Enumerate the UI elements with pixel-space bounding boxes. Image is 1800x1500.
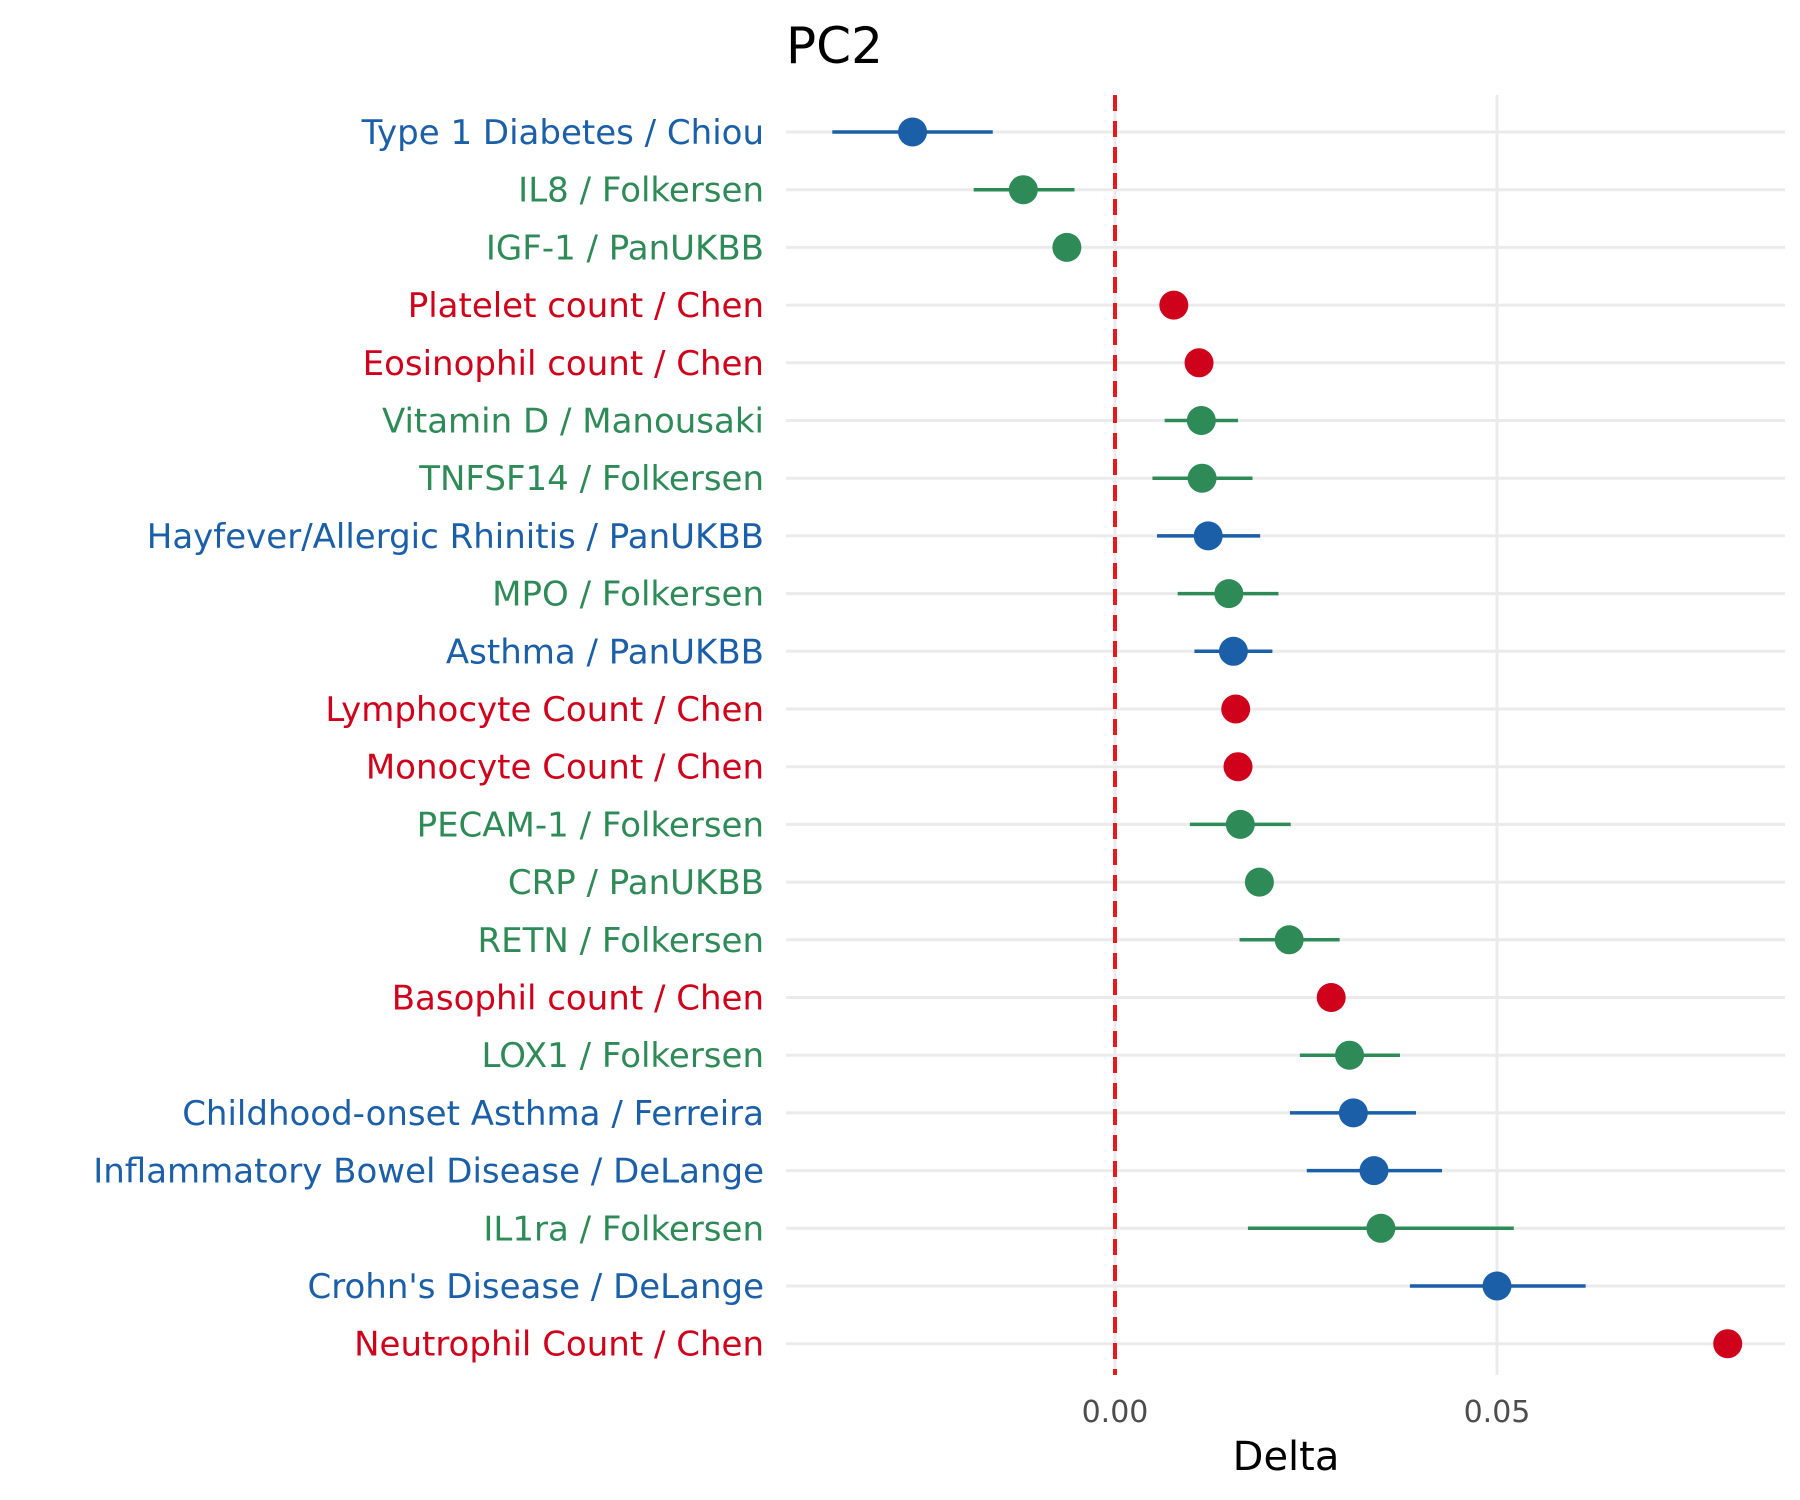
- data-point: [1225, 809, 1255, 839]
- y-axis-labels: Type 1 Diabetes / Chiou IL8 / Folkersen IG…: [93, 113, 764, 1365]
- data-point: [1366, 1213, 1396, 1243]
- y-axis-label: Vitamin D / Manousaki: [382, 402, 764, 442]
- y-axis-label: Asthma / PanUKBB: [446, 632, 764, 672]
- chart-title: PC2: [786, 17, 883, 75]
- y-axis-label: Monocyte Count / Chen: [366, 748, 764, 788]
- data-point: [1159, 290, 1189, 320]
- y-axis-label: Type 1 Diabetes / Chiou: [361, 113, 764, 153]
- data-point: [1186, 406, 1216, 435]
- y-axis-label: PECAM-1 / Folkersen: [417, 805, 764, 845]
- y-axis-label: Basophil count / Chen: [392, 979, 764, 1019]
- data-point: [1184, 348, 1214, 378]
- data-point: [1359, 1156, 1389, 1186]
- y-axis-label: Childhood-onset Asthma / Ferreira: [182, 1094, 764, 1134]
- data-point: [1008, 175, 1038, 205]
- data-point: [1338, 1098, 1368, 1128]
- x-axis-ticks: 0.00 0.05: [1082, 1395, 1531, 1430]
- y-axis-label: Hayfever/Allergic Rhinitis / PanUKBB: [147, 517, 764, 557]
- data-point: [1187, 463, 1217, 493]
- data-point: [1316, 983, 1346, 1012]
- data-point: [1244, 867, 1274, 897]
- data-point: [1482, 1271, 1512, 1301]
- y-axis-label: Platelet count / Chen: [408, 286, 764, 326]
- data-point: [1335, 1040, 1365, 1070]
- y-axis-label: LOX1 / Folkersen: [482, 1036, 764, 1076]
- data-point: [1713, 1329, 1743, 1359]
- x-axis-title: Delta: [1233, 1434, 1340, 1480]
- data-point: [1052, 232, 1082, 262]
- data-point: [1193, 521, 1223, 551]
- y-axis-label: Neutrophil Count / Chen: [354, 1325, 764, 1365]
- y-axis-label: IGF-1 / PanUKBB: [486, 228, 764, 268]
- data-point: [1218, 636, 1248, 666]
- data-point: [1214, 579, 1244, 609]
- y-axis-label: TNFSF14 / Folkersen: [418, 459, 764, 499]
- y-axis-label: RETN / Folkersen: [477, 921, 764, 961]
- x-tick-label: 0.05: [1464, 1395, 1531, 1430]
- data-point: [1223, 752, 1253, 782]
- grid-lines: [786, 95, 1785, 1375]
- data-marks: [832, 117, 1743, 1359]
- data-point: [1221, 694, 1251, 724]
- data-point: [1274, 925, 1304, 955]
- data-point: [898, 117, 928, 147]
- x-tick-label: 0.00: [1082, 1395, 1149, 1430]
- y-axis-label: Lymphocyte Count / Chen: [325, 690, 764, 730]
- y-axis-label: IL8 / Folkersen: [518, 171, 764, 211]
- y-axis-label: CRP / PanUKBB: [508, 863, 764, 903]
- y-axis-label: Crohn's Disease / DeLange: [308, 1267, 764, 1307]
- y-axis-label: Eosinophil count / Chen: [363, 344, 764, 384]
- y-axis-label: MPO / Folkersen: [492, 575, 764, 615]
- y-axis-label: IL1ra / Folkersen: [483, 1209, 764, 1249]
- y-axis-label: Inflammatory Bowel Disease / DeLange: [93, 1152, 764, 1192]
